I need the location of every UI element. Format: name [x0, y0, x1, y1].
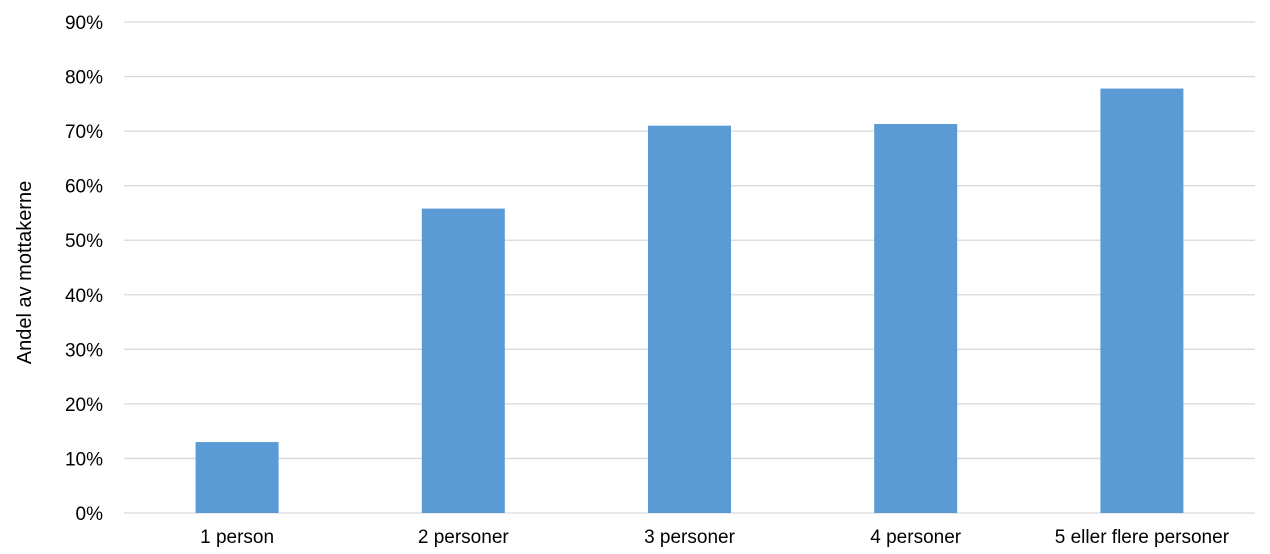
y-tick-label: 40% [65, 286, 103, 307]
y-tick-label: 70% [65, 122, 103, 143]
bar [648, 125, 731, 514]
y-tick-label: 10% [65, 449, 103, 470]
bar [195, 442, 279, 513]
y-tick-label: 50% [65, 231, 103, 252]
y-tick-label: 60% [65, 177, 103, 198]
x-tick-label: 1 person [200, 527, 274, 548]
y-tick-label: 30% [65, 340, 103, 361]
x-tick-label: 2 personer [418, 527, 510, 548]
bars [195, 88, 1184, 514]
y-tick-label: 80% [65, 68, 103, 89]
x-tick-label: 5 eller flere personer [1055, 527, 1230, 548]
y-axis-title: Andel av mottakerne [14, 181, 36, 364]
y-tick-label: 0% [76, 504, 104, 525]
bar [1100, 88, 1184, 514]
y-tick-label: 20% [65, 395, 103, 416]
x-tick-labels: 1 person 2 personer 3 personer 4 personer 5 … [200, 527, 1230, 548]
bar [421, 208, 505, 513]
x-tick-label: 4 personer [870, 527, 962, 548]
y-tick-label: 90% [65, 13, 103, 34]
y-tick-labels: 0% 10% 20% 30% 40% 50% 60% 70% 80% 90% [65, 13, 103, 525]
bar [874, 124, 958, 513]
x-tick-label: 3 personer [644, 527, 736, 548]
